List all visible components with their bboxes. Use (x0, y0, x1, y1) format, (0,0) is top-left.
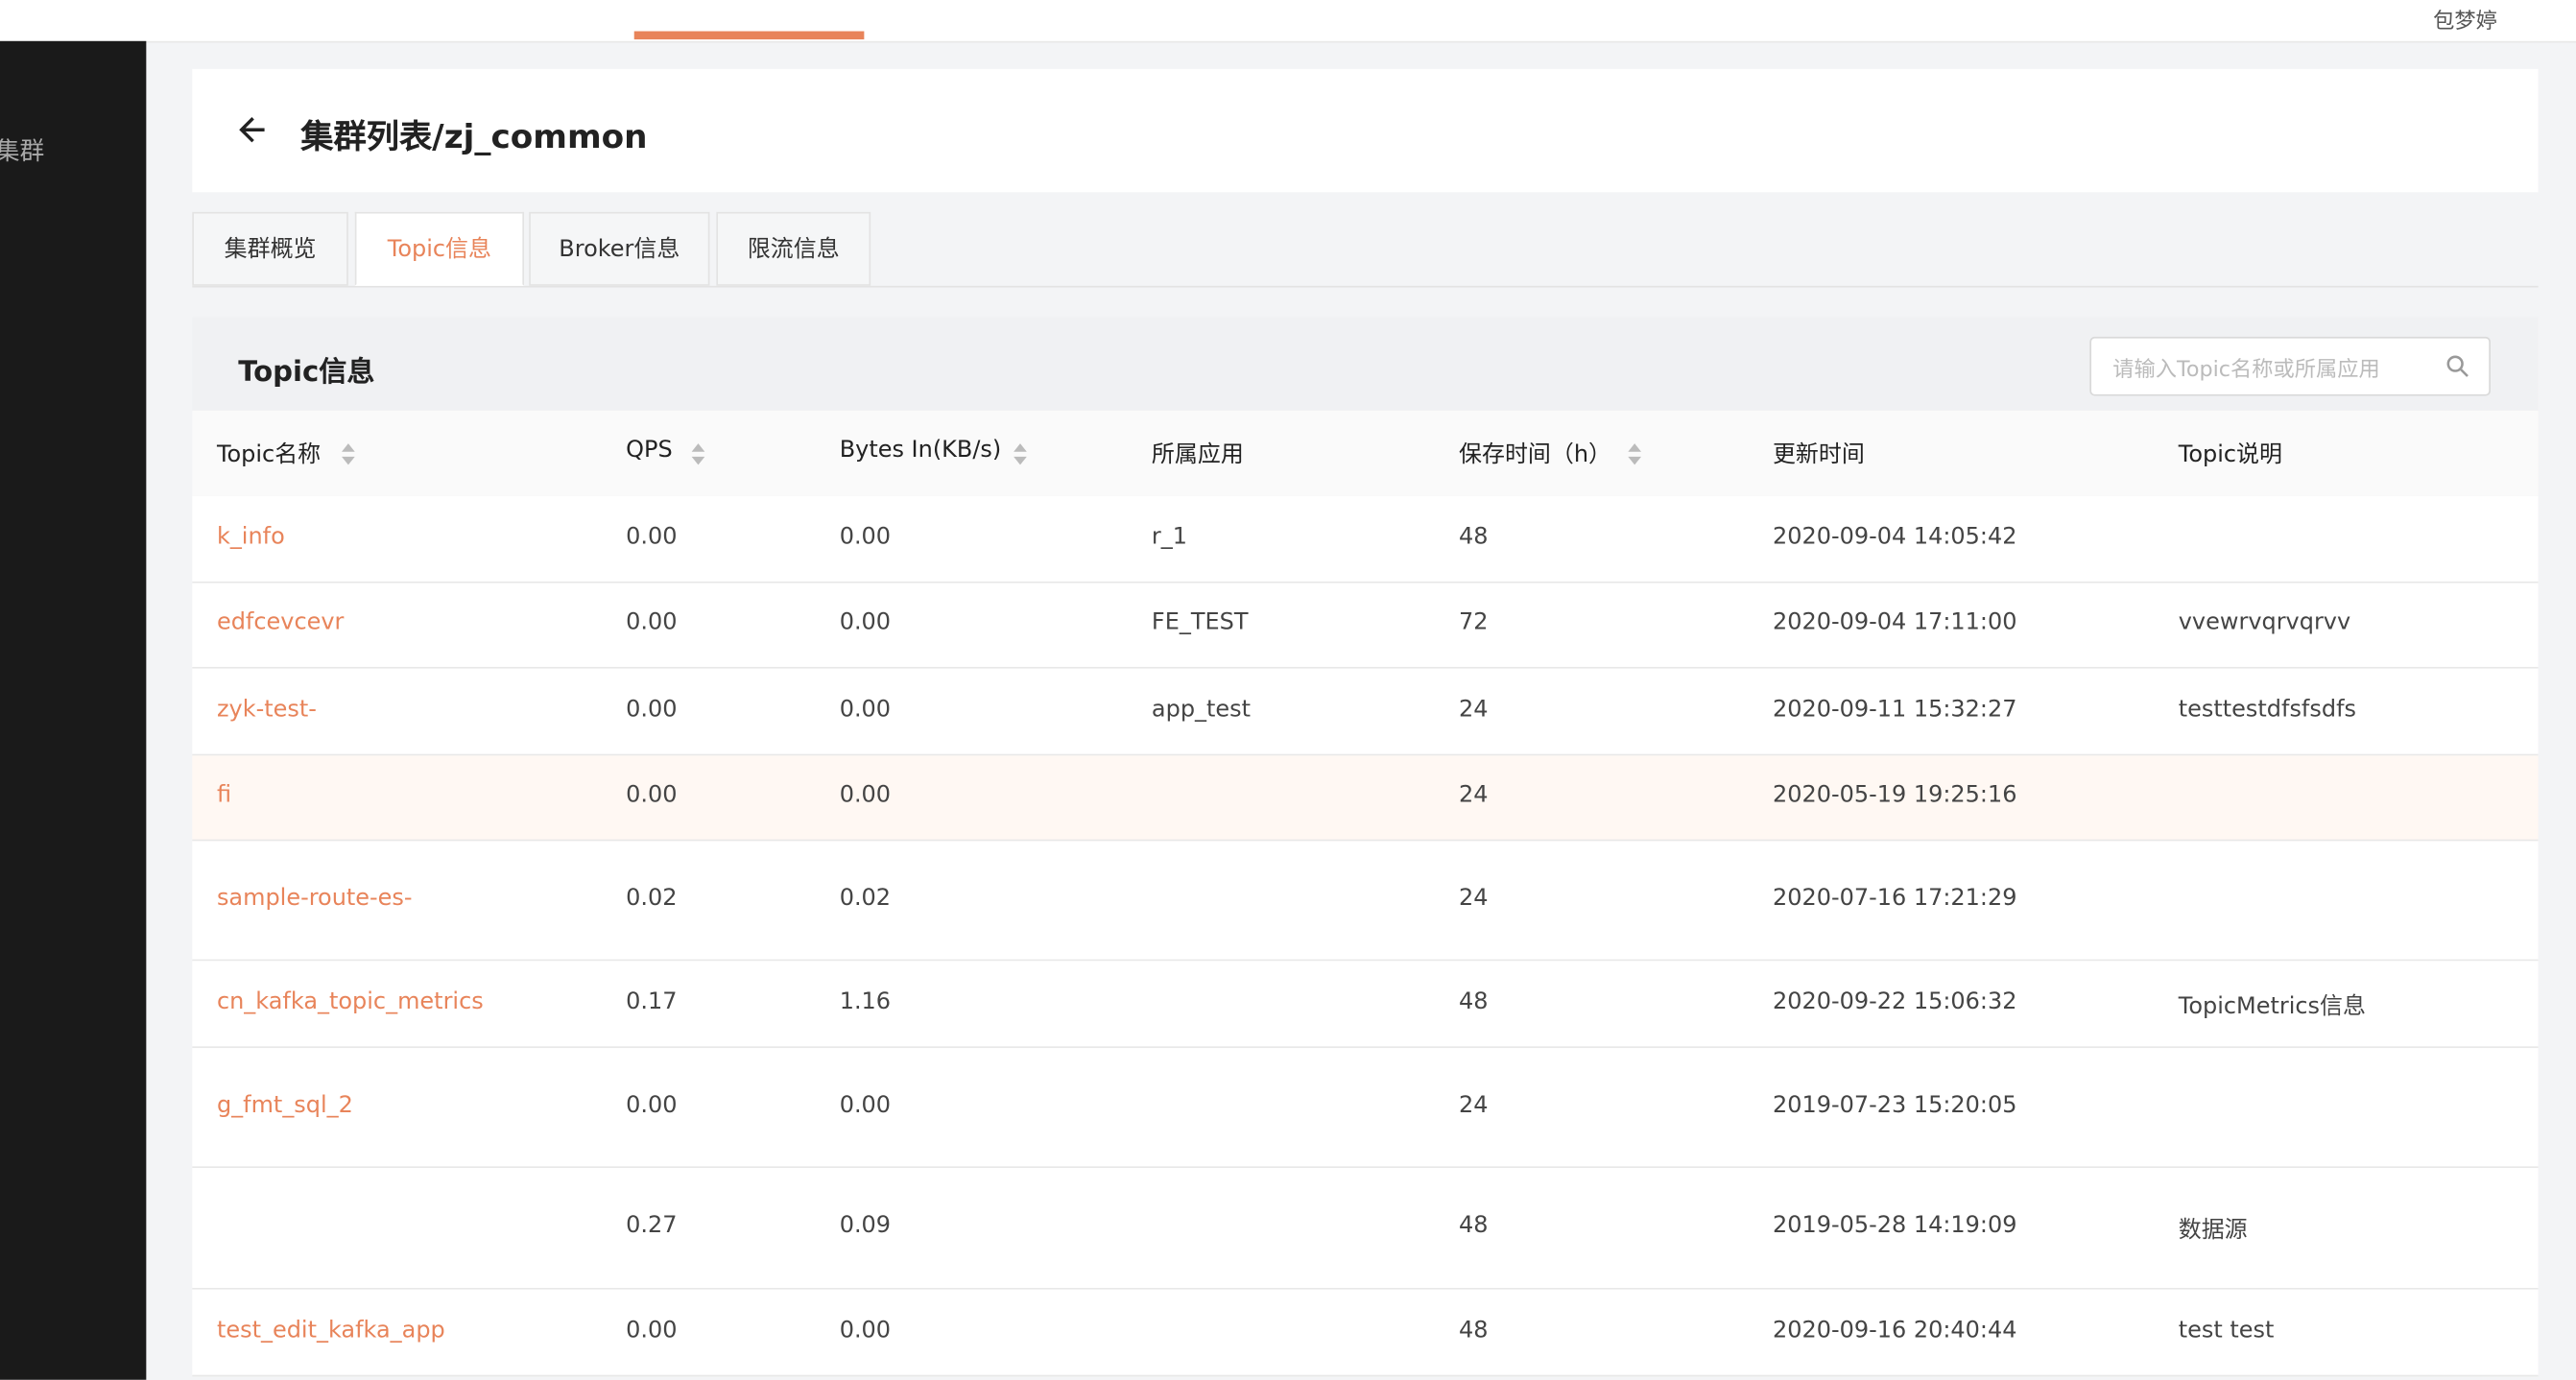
table-cell: app_test (1151, 695, 1252, 723)
table-cell: 0.00 (839, 1316, 892, 1344)
topic-link[interactable]: sample-route-es- (216, 884, 413, 912)
table-cell: 1.16 (839, 987, 892, 1014)
table-cell: FE_TEST (1151, 609, 1249, 636)
column-header[interactable]: QPS (626, 437, 673, 464)
header-card (192, 68, 2539, 193)
search-icon[interactable] (2446, 355, 2469, 378)
table-cell: 2020-09-16 20:40:44 (1772, 1316, 2017, 1344)
column-header[interactable]: Bytes In(KB/s) (839, 437, 1002, 464)
table-cell: 0.00 (839, 781, 892, 809)
table-cell: 0.00 (626, 1316, 678, 1344)
sidebar-item[interactable]: 集群 (0, 136, 45, 166)
tab-line (192, 285, 2539, 288)
sidebar (0, 40, 147, 1380)
sort-down[interactable] (691, 456, 705, 465)
search-box[interactable] (2089, 336, 2491, 396)
table-cell: 72 (1459, 609, 1489, 636)
table-cell: 2020-05-19 19:25:16 (1772, 781, 2017, 809)
table-cell: TopicMetrics信息 (2178, 992, 2366, 1020)
sort-down[interactable] (342, 456, 355, 465)
table-row (192, 495, 2539, 583)
table-cell: 0.00 (626, 609, 678, 636)
table-cell: 24 (1459, 1091, 1489, 1118)
top-bar (0, 0, 2576, 43)
nav-indicator (633, 31, 865, 40)
topic-link[interactable]: k_info (216, 523, 285, 550)
table-cell: testtestdfsfsdfs (2178, 695, 2356, 723)
page-title: 集群列表/zj_common (300, 116, 648, 156)
topic-link[interactable]: zyk-test- (216, 695, 317, 723)
table-cell: 0.00 (626, 1091, 678, 1118)
table-row (192, 1289, 2539, 1377)
table-cell: 48 (1459, 1212, 1489, 1239)
table-row (192, 755, 2539, 842)
table-cell: 2020-07-16 17:21:29 (1772, 884, 2017, 912)
table-cell: 0.00 (626, 523, 678, 550)
sort-down[interactable] (1014, 456, 1027, 465)
table-row (192, 961, 2539, 1049)
table-cell: 数据源 (2178, 1217, 2248, 1244)
table-cell: vvewrvqrvqrvv (2178, 609, 2351, 636)
tab[interactable]: Topic信息 (354, 211, 525, 286)
table-cell: 0.00 (839, 1091, 892, 1118)
table-cell: 24 (1459, 695, 1489, 723)
tab[interactable]: 集群概览 (192, 211, 348, 286)
table-cell: 48 (1459, 523, 1489, 550)
table-cell: 2020-09-04 14:05:42 (1772, 523, 2017, 550)
table-cell: 24 (1459, 884, 1489, 912)
table-cell: 2020-09-11 15:32:27 (1772, 695, 2017, 723)
section-title: Topic信息 (238, 356, 375, 390)
table-cell: 0.00 (839, 523, 892, 550)
table-row (192, 668, 2539, 756)
table-cell: 48 (1459, 987, 1489, 1014)
column-header: 所属应用 (1151, 441, 1244, 468)
table-cell: 24 (1459, 781, 1489, 809)
topic-link[interactable]: g_fmt_sql_2 (216, 1091, 353, 1118)
sort-up[interactable] (691, 443, 705, 452)
table-cell: 2020-09-22 15:06:32 (1772, 987, 2017, 1014)
table-cell: 0.27 (626, 1212, 678, 1239)
table-cell: 0.00 (839, 695, 892, 723)
table-cell: 0.00 (839, 609, 892, 636)
table-cell: 2020-09-04 17:11:00 (1772, 609, 2017, 636)
table-cell: 0.02 (626, 884, 678, 912)
back-arrow[interactable] (238, 115, 268, 145)
table-cell: 0.00 (626, 695, 678, 723)
table-row (192, 1048, 2539, 1169)
topic-link[interactable]: test_edit_kafka_app (216, 1316, 445, 1344)
column-header: 更新时间 (1772, 441, 1865, 468)
column-header[interactable]: 保存时间（h） (1459, 441, 1611, 468)
column-header: Topic说明 (2178, 441, 2282, 468)
column-header[interactable]: Topic名称 (216, 441, 322, 468)
sort-up[interactable] (342, 443, 355, 452)
sort-down[interactable] (1628, 456, 1642, 465)
table-cell: 48 (1459, 1316, 1489, 1344)
table-cell: 0.09 (839, 1212, 892, 1239)
table-cell: r_1 (1151, 523, 1188, 550)
table-cell: 0.17 (626, 987, 678, 1014)
topic-link[interactable]: edfcevcevr (216, 609, 345, 636)
tab[interactable]: 限流信息 (716, 211, 871, 286)
user-name[interactable]: 包梦婷 (2433, 10, 2497, 35)
table-cell: test test (2178, 1316, 2275, 1344)
sort-up[interactable] (1628, 443, 1642, 452)
table-row (192, 841, 2539, 962)
topic-link[interactable]: cn_kafka_topic_metrics (216, 987, 484, 1014)
table-cell: 0.02 (839, 884, 892, 912)
search-placeholder: 请输入Topic名称或所属应用 (2112, 358, 2380, 383)
table-row (192, 1168, 2539, 1290)
tab[interactable]: Broker信息 (529, 211, 710, 286)
table-row (192, 583, 2539, 669)
topic-link[interactable]: fi (216, 781, 232, 809)
table-cell: 2019-07-23 15:20:05 (1772, 1091, 2017, 1118)
table-cell: 0.00 (626, 781, 678, 809)
table-cell: 2019-05-28 14:19:09 (1772, 1212, 2017, 1239)
sort-up[interactable] (1014, 443, 1027, 452)
